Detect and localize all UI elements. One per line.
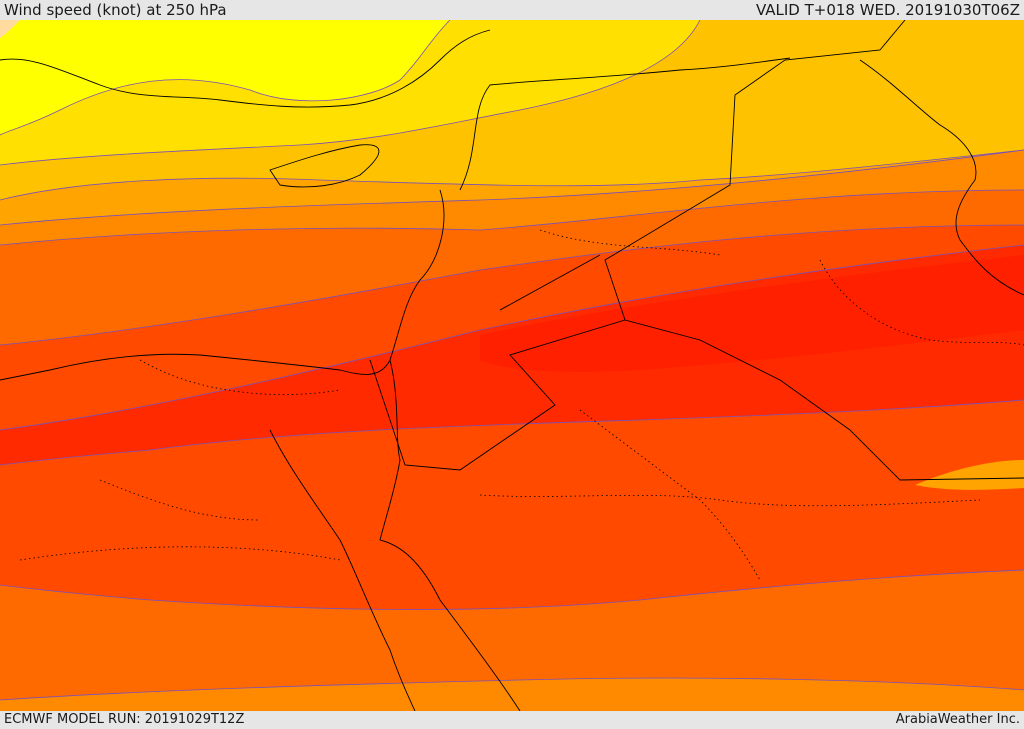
wind-speed-map	[0, 20, 1024, 711]
band-9	[480, 255, 1024, 372]
valid-time: VALID T+018 WED. 20191030T06Z	[755, 1, 1020, 19]
footer-bar: ECMWF MODEL RUN: 20191029T12Z ArabiaWeat…	[0, 711, 1024, 729]
credit: ArabiaWeather Inc.	[895, 712, 1020, 727]
header-bar: Wind speed (knot) at 250 hPa VALID T+018…	[0, 0, 1024, 20]
band-4-patch	[915, 460, 1024, 490]
model-run: ECMWF MODEL RUN: 20191029T12Z	[4, 712, 245, 727]
band-1	[0, 20, 450, 135]
band-3-right	[740, 20, 1024, 120]
map-title: Wind speed (knot) at 250 hPa	[4, 1, 227, 19]
band-0-corner	[0, 20, 20, 38]
